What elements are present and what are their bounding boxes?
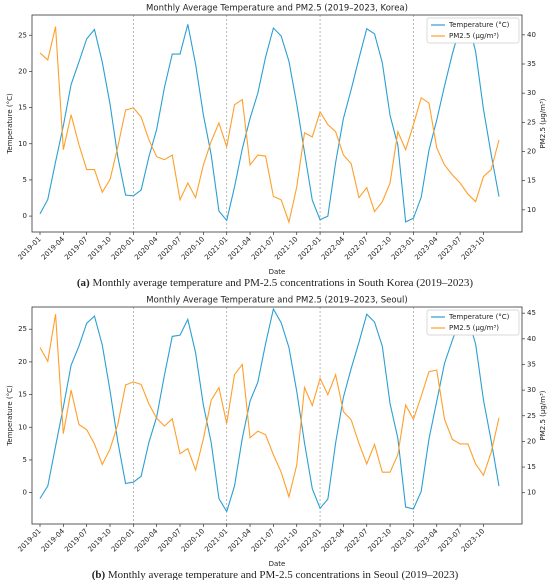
series-line [39, 26, 500, 225]
x-tick-label: 2022-07 [343, 235, 369, 261]
plot-frame [31, 306, 523, 525]
x-tick-label: 2021-04 [227, 527, 254, 554]
y2-tick-label: 15 [527, 463, 536, 471]
y-tick-label: 0 [23, 212, 27, 220]
x-tick-label: 2021-01 [203, 527, 229, 553]
x-tick-label: 2021-01 [203, 235, 229, 261]
y-tick-label: 25 [18, 31, 27, 39]
x-tick-label: 2019-01 [16, 527, 42, 553]
y2-tick-label: 30 [527, 89, 536, 97]
series-line [39, 307, 500, 513]
x-tick-label: 2019-04 [40, 527, 67, 554]
chart: Monthly Average Temperature and PM2.5 (2… [6, 296, 547, 580]
y-tick-label: 5 [23, 456, 27, 464]
chart: Monthly Average Temperature and PM2.5 (2… [6, 4, 547, 289]
y2-tick-label: 25 [527, 118, 536, 126]
x-tick-label: 2019-10 [87, 235, 113, 261]
x-tick-label: 2020-01 [110, 527, 136, 553]
caption-text: Monthly average temperature and PM-2.5 c… [108, 569, 459, 580]
caption: (a) Monthly average temperature and PM-2… [77, 277, 474, 289]
y2-tick-label: 40 [527, 335, 536, 343]
x-tick-label: 2019-04 [40, 235, 67, 262]
y2-tick-label: 40 [527, 31, 536, 39]
x-tick-label: 2020-04 [133, 527, 160, 554]
y-axis-label: Temperature (°C) [6, 93, 14, 155]
y2-tick-label: 15 [527, 177, 536, 185]
y-tick-label: 15 [18, 104, 27, 112]
y-tick-label: 5 [23, 176, 27, 184]
y-tick-label: 0 [23, 489, 27, 497]
x-tick-label: 2022-10 [367, 527, 393, 553]
x-tick-label: 2023-01 [390, 527, 416, 553]
x-axis-label: Date [269, 268, 286, 276]
x-tick-label: 2022-04 [320, 235, 347, 262]
y2-tick-label: 20 [527, 148, 536, 156]
y2-tick-label: 25 [527, 412, 536, 420]
x-tick-label: 2019-01 [16, 235, 42, 261]
x-tick-label: 2023-10 [460, 527, 486, 553]
x-tick-label: 2021-07 [250, 235, 276, 261]
y2-tick-label: 45 [527, 309, 536, 317]
x-tick-label: 2022-04 [320, 527, 347, 554]
x-tick-label: 2020-10 [180, 527, 206, 553]
caption-label: (b) [92, 569, 106, 580]
y2-tick-label: 10 [527, 206, 536, 214]
y-tick-label: 10 [18, 423, 27, 431]
legend-label: PM2.5 (μg/m³) [449, 324, 499, 332]
x-tick-label: 2020-01 [110, 235, 136, 261]
x-tick-label: 2019-10 [87, 527, 113, 553]
x-tick-label: 2022-01 [297, 235, 323, 261]
y-tick-label: 15 [18, 391, 27, 399]
x-tick-label: 2021-07 [250, 527, 276, 553]
caption-label: (a) [77, 277, 90, 289]
legend-box [426, 17, 520, 44]
x-tick-label: 2020-04 [133, 235, 160, 262]
legend-box [426, 309, 520, 336]
legend-label: PM2.5 (μg/m³) [449, 32, 499, 40]
y2-tick-label: 20 [527, 437, 536, 445]
y2-tick-label: 35 [527, 360, 536, 368]
x-tick-label: 2019-07 [63, 235, 89, 261]
y2-tick-label: 30 [527, 386, 536, 394]
y-tick-label: 10 [18, 140, 27, 148]
x-tick-label: 2023-07 [437, 527, 463, 553]
x-tick-label: 2021-04 [227, 235, 254, 262]
x-tick-label: 2023-01 [390, 235, 416, 261]
caption-text: Monthly average temperature and PM-2.5 c… [92, 277, 473, 289]
series-line [39, 314, 500, 499]
y2-axis-label: PM2.5 (μg/m³) [539, 390, 547, 440]
y2-tick-label: 35 [527, 60, 536, 68]
series-line [39, 18, 500, 223]
x-tick-label: 2022-07 [343, 527, 369, 553]
chart-title: Monthly Average Temperature and PM2.5 (2… [146, 296, 407, 306]
legend-label: Temperature (°C) [448, 21, 510, 29]
x-tick-label: 2020-10 [180, 235, 206, 261]
caption: (b) Monthly average temperature and PM-2… [92, 569, 459, 580]
y-axis-label: Temperature (°C) [6, 385, 14, 447]
y-tick-label: 20 [18, 358, 27, 366]
x-tick-label: 2021-10 [273, 235, 299, 261]
x-tick-label: 2019-07 [63, 527, 89, 553]
x-tick-label: 2023-04 [413, 527, 440, 554]
x-tick-label: 2020-07 [157, 527, 183, 553]
y-tick-label: 25 [18, 325, 27, 333]
y2-tick-label: 10 [527, 489, 536, 497]
y2-axis-label: PM2.5 (μg/m³) [539, 98, 547, 148]
plot-frame [31, 14, 523, 233]
legend-label: Temperature (°C) [448, 313, 510, 321]
x-tick-label: 2023-04 [413, 235, 440, 262]
x-tick-label: 2023-10 [460, 235, 486, 261]
x-tick-label: 2020-07 [157, 235, 183, 261]
x-tick-label: 2021-10 [273, 527, 299, 553]
x-tick-label: 2022-10 [367, 235, 393, 261]
x-tick-label: 2023-07 [437, 235, 463, 261]
y-tick-label: 20 [18, 67, 27, 75]
x-axis-label: Date [269, 560, 286, 568]
chart-title: Monthly Average Temperature and PM2.5 (2… [146, 4, 408, 14]
x-tick-label: 2022-01 [297, 527, 323, 553]
